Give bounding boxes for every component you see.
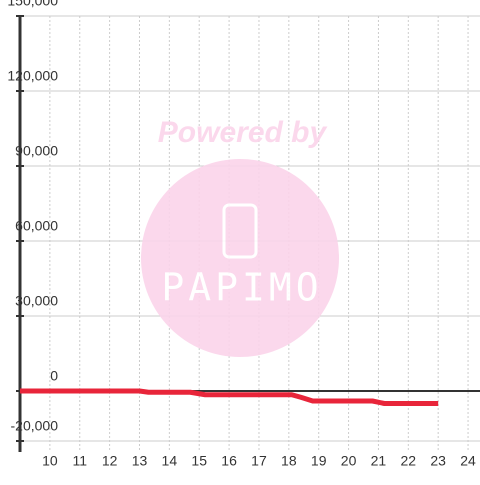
x-tick-label: 10 [42, 453, 58, 469]
y-tick-label: 90,000 [15, 143, 58, 159]
line [20, 388, 439, 406]
x-tick-label: 16 [221, 453, 237, 469]
watermark-phone [222, 203, 258, 259]
y-tick-label: 150,000 [7, 0, 58, 9]
x-tick-label: 21 [371, 453, 387, 469]
watermark: PAPIMO Powered by [141, 116, 339, 357]
x-tick-label: 19 [311, 453, 327, 469]
x-tick-label: 24 [460, 453, 476, 469]
x-tick-label: 12 [102, 453, 118, 469]
x-tick-label: 13 [132, 453, 148, 469]
x-tick-label: 18 [281, 453, 297, 469]
y-tick-label: 0 [50, 368, 58, 384]
y-tick-label: 30,000 [15, 293, 58, 309]
x-tick-label: 20 [341, 453, 357, 469]
x-tick-label: 22 [401, 453, 417, 469]
y-tick-label: 60,000 [15, 218, 58, 234]
x-tick-label: 11 [72, 453, 87, 469]
watermark-text: Powered by [158, 116, 328, 149]
x-tick-label: 15 [191, 453, 207, 469]
watermark-logo: PAPIMO [161, 266, 322, 310]
y-tick-label: -20,000 [11, 418, 59, 434]
x-tick-label: 14 [162, 453, 178, 469]
x-tick-label: 17 [251, 453, 267, 469]
y-tick-label: 120,000 [7, 68, 58, 84]
x-tick-label: 23 [430, 453, 446, 469]
